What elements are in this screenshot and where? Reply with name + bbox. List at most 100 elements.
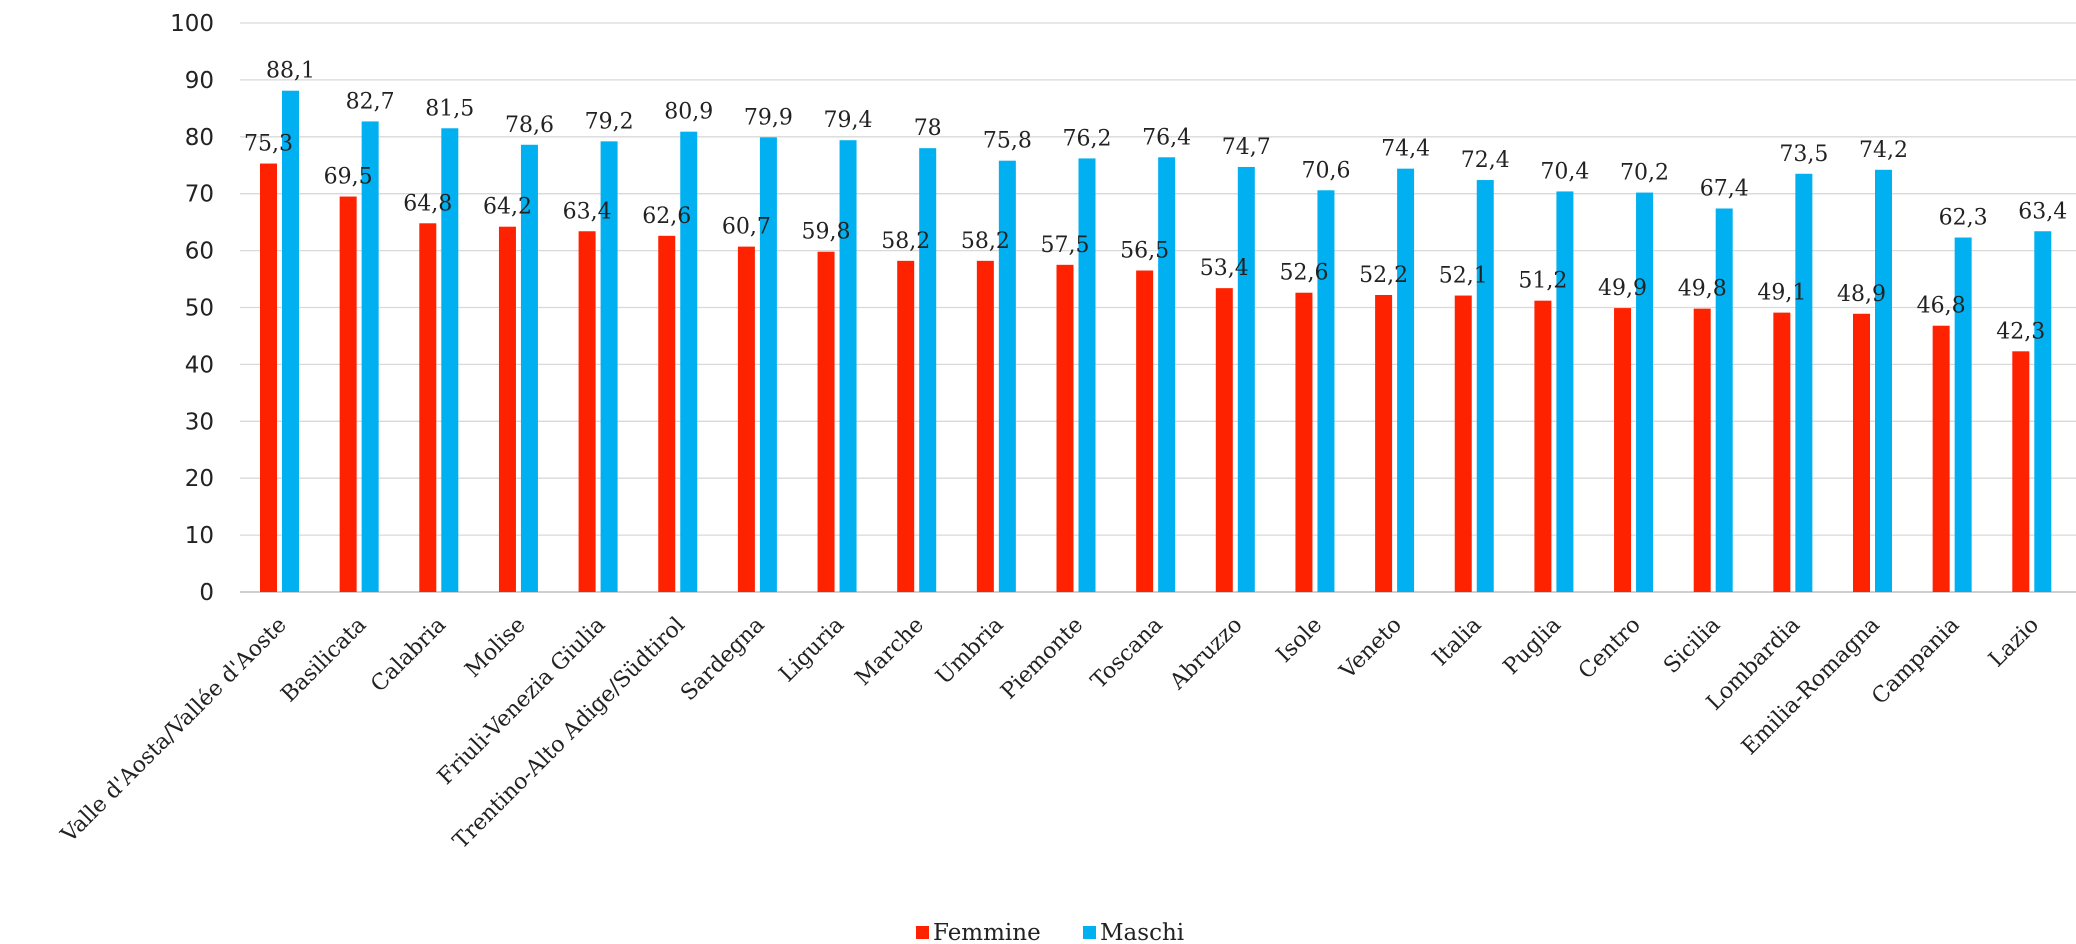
data-label-femmine: 49,1 xyxy=(1757,281,1806,306)
bar-maschi xyxy=(839,140,857,593)
y-tick-label: 0 xyxy=(199,580,214,606)
x-category-label: Italia xyxy=(1428,613,1487,672)
data-label-maschi: 70,2 xyxy=(1620,161,1669,186)
bar-maschi xyxy=(1237,166,1255,592)
data-label-femmine: 56,5 xyxy=(1120,239,1169,264)
data-label-femmine: 59,8 xyxy=(802,220,851,245)
y-axis: 0 10 20 30 40 50 60 70 80 90 100 xyxy=(170,11,214,606)
data-label-femmine: 58,2 xyxy=(881,229,930,254)
x-category-label: Basilicata xyxy=(277,613,372,708)
bar-maschi xyxy=(520,144,538,593)
x-category-label: Puglia xyxy=(1499,613,1566,680)
data-label-femmine: 51,2 xyxy=(1518,269,1567,294)
bar-maschi xyxy=(2034,231,2052,592)
data-label-femmine: 42,3 xyxy=(1996,319,2045,344)
data-label-femmine: 49,8 xyxy=(1678,277,1727,302)
bar-femmine xyxy=(1614,308,1632,592)
data-label-femmine: 57,5 xyxy=(1041,233,1090,258)
data-label-femmine: 60,7 xyxy=(722,215,771,240)
data-label-maschi: 67,4 xyxy=(1700,176,1749,201)
y-tick-label: 80 xyxy=(185,125,214,151)
bar-maschi xyxy=(759,137,777,592)
gridlines xyxy=(240,22,2076,593)
data-label-femmine: 63,4 xyxy=(563,199,612,224)
bar-femmine xyxy=(817,251,835,592)
data-label-femmine: 64,8 xyxy=(403,191,452,216)
data-label-maschi: 70,6 xyxy=(1301,158,1350,183)
bar-femmine xyxy=(1215,288,1233,592)
legend-label-femmine: Femmine xyxy=(933,920,1041,944)
bar-femmine xyxy=(1773,312,1791,592)
data-label-femmine: 48,9 xyxy=(1837,282,1886,307)
y-tick-label: 40 xyxy=(185,352,214,378)
data-label-maschi: 79,4 xyxy=(824,108,873,133)
bars xyxy=(260,90,2052,593)
y-tick-label: 70 xyxy=(185,182,214,208)
bar-maschi xyxy=(441,128,459,592)
bar-maschi xyxy=(1715,208,1733,592)
data-label-maschi: 72,4 xyxy=(1461,148,1510,173)
bar-femmine xyxy=(419,223,437,592)
x-category-label: Toscana xyxy=(1086,613,1167,694)
x-category-label: Calabria xyxy=(366,613,451,698)
y-tick-label: 90 xyxy=(185,68,214,94)
y-tick-label: 30 xyxy=(185,409,214,435)
data-label-femmine: 53,4 xyxy=(1200,256,1249,281)
bar-maschi xyxy=(1875,169,1892,592)
y-tick-label: 100 xyxy=(170,11,214,37)
legend: Femmine Maschi xyxy=(916,920,1184,944)
bar-femmine xyxy=(1932,325,1950,592)
data-label-maschi: 78 xyxy=(914,116,942,141)
data-label-femmine: 69,5 xyxy=(324,165,373,190)
data-label-maschi: 70,4 xyxy=(1540,159,1589,184)
data-label-maschi: 82,7 xyxy=(346,89,395,114)
data-label-maschi: 62,3 xyxy=(1939,206,1988,231)
data-label-maschi: 74,7 xyxy=(1222,135,1271,160)
bar-maschi xyxy=(1636,192,1654,592)
data-label-maschi: 63,4 xyxy=(2018,199,2067,224)
bar-femmine xyxy=(1454,295,1472,592)
data-label-femmine: 58,2 xyxy=(961,229,1010,254)
bar-femmine xyxy=(260,163,277,592)
bar-maschi xyxy=(998,160,1016,592)
data-label-maschi: 73,5 xyxy=(1779,142,1828,167)
data-label-femmine: 52,1 xyxy=(1439,264,1488,289)
bar-femmine xyxy=(976,260,994,592)
bar-maschi xyxy=(1795,173,1813,592)
data-label-femmine: 52,2 xyxy=(1359,263,1408,288)
bar-femmine xyxy=(737,246,755,592)
data-label-maschi: 76,2 xyxy=(1063,126,1112,151)
bar-maschi xyxy=(1078,158,1096,592)
data-label-maschi: 81,5 xyxy=(425,96,474,121)
data-label-maschi: 88,1 xyxy=(266,59,315,84)
bar-femmine xyxy=(498,226,516,592)
bar-maschi xyxy=(1317,190,1335,592)
x-axis: Valle d'Aosta/Vallée d'AosteBasilicataCa… xyxy=(56,613,2044,855)
x-category-label: Centro xyxy=(1574,613,1646,685)
y-tick-label: 20 xyxy=(185,466,214,492)
bar-maschi xyxy=(1476,180,1494,592)
bar-maschi xyxy=(1954,237,1972,592)
legend-swatch-femmine xyxy=(916,926,929,939)
bar-maschi xyxy=(600,141,618,593)
x-category-label: Lazio xyxy=(1984,613,2044,673)
bar-femmine xyxy=(1056,264,1074,592)
bar-maschi xyxy=(919,148,937,592)
x-category-label: Campania xyxy=(1867,613,1964,710)
x-category-label: Liguria xyxy=(775,613,850,688)
bar-maschi xyxy=(680,131,698,592)
legend-swatch-maschi xyxy=(1083,926,1096,939)
x-category-label: Umbria xyxy=(931,613,1008,690)
x-category-label: Marche xyxy=(851,613,929,691)
bar-femmine xyxy=(339,196,357,593)
bar-maschi xyxy=(361,121,379,592)
bar-femmine xyxy=(1136,270,1154,592)
x-category-label: Emilia-Romagna xyxy=(1737,613,1885,761)
bar-femmine xyxy=(1693,308,1711,592)
data-label-maschi: 79,9 xyxy=(744,105,793,130)
bar-femmine xyxy=(578,231,596,592)
bar-femmine xyxy=(1853,313,1870,592)
y-tick-label: 50 xyxy=(185,296,214,322)
data-label-femmine: 52,6 xyxy=(1279,261,1328,286)
